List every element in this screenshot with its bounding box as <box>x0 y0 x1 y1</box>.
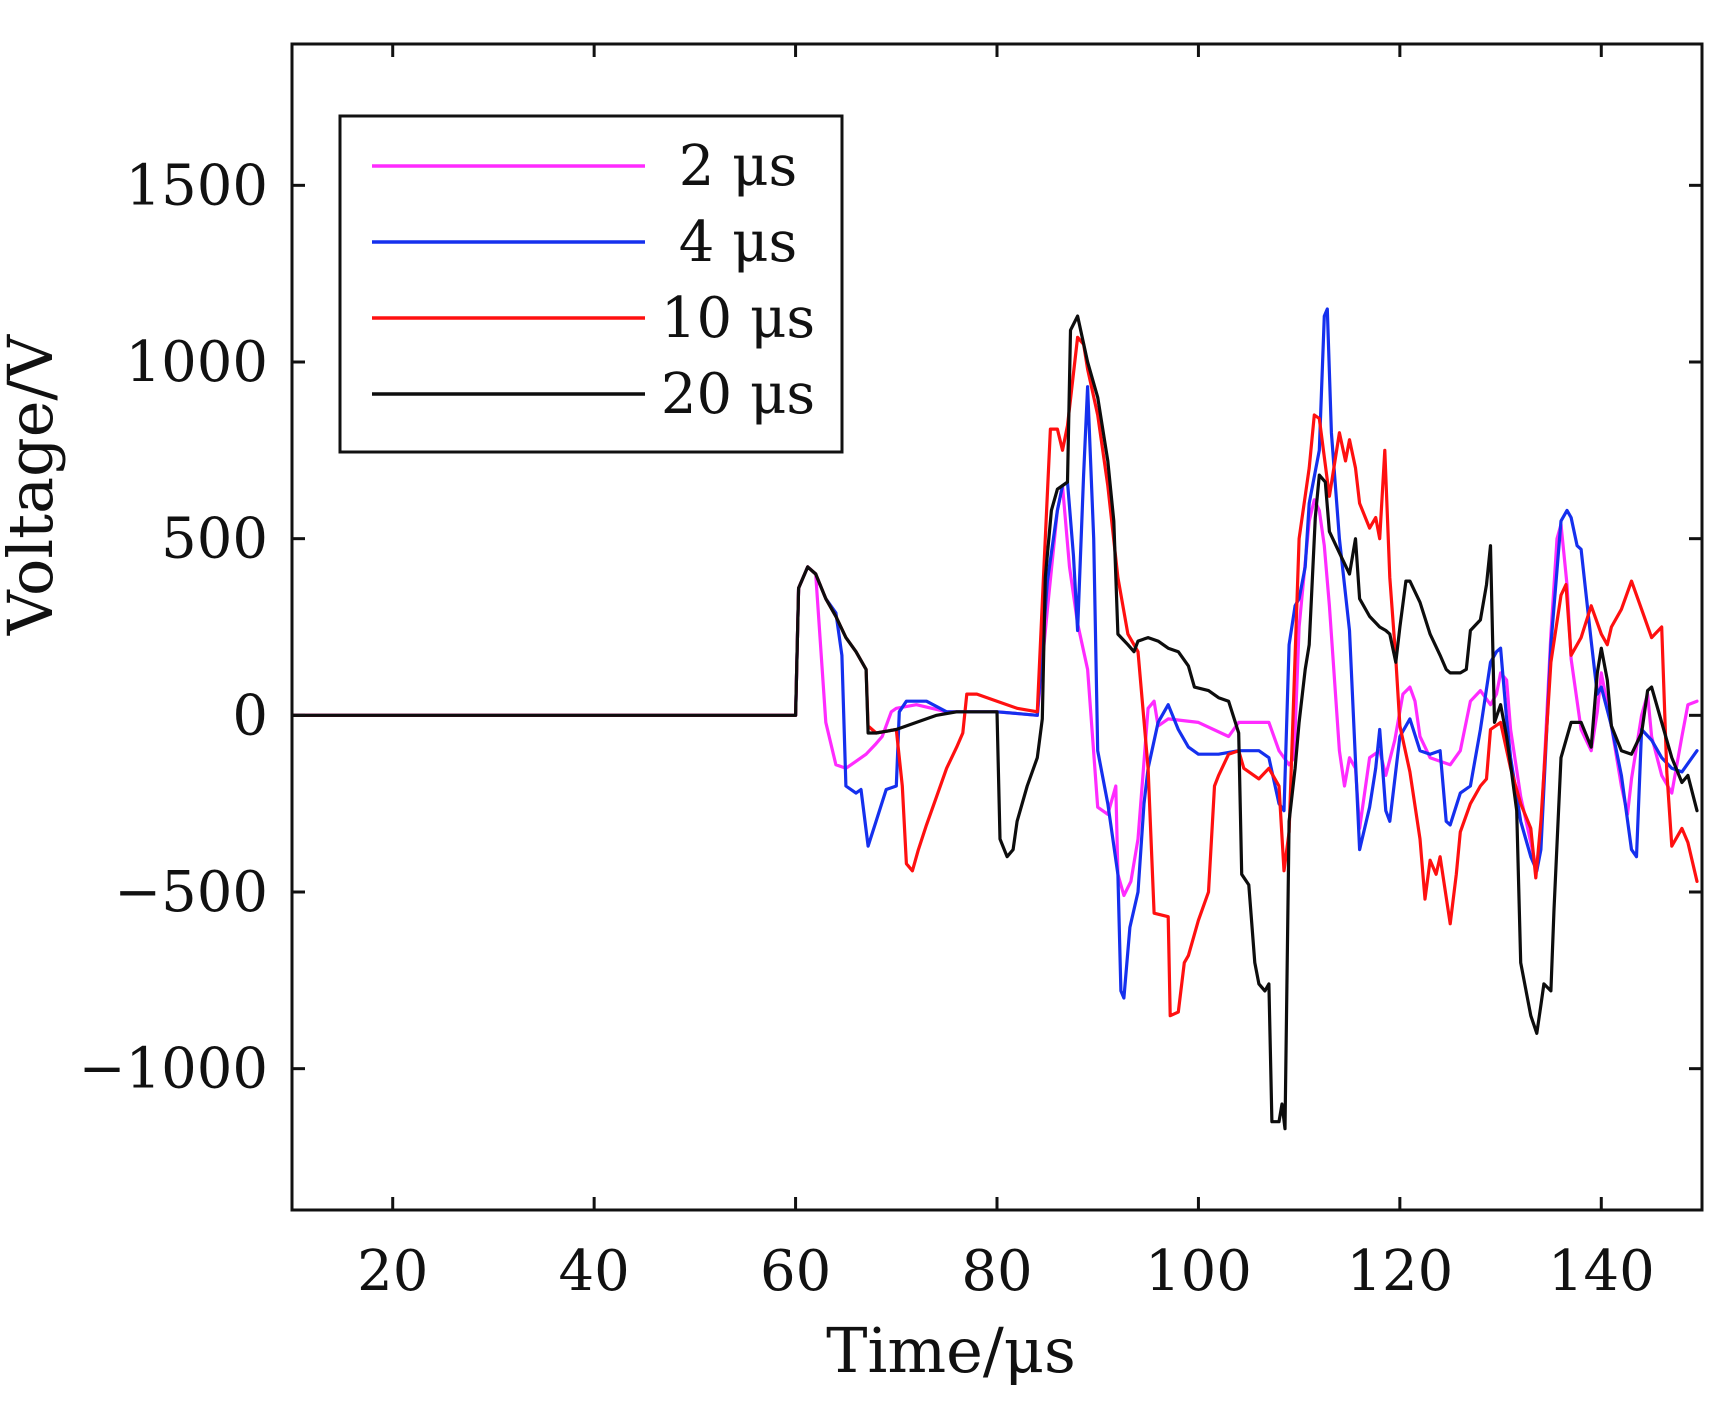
y-tick-label: 500 <box>161 507 268 572</box>
y-tick-label: 1500 <box>125 153 268 218</box>
y-tick-label: 1000 <box>125 330 268 395</box>
y-tick-label: −1000 <box>79 1037 268 1102</box>
legend-label-1: 2 μs <box>679 134 798 199</box>
series-line-4 <box>292 314 1699 1131</box>
legend-label-4: 20 μs <box>661 362 815 427</box>
x-tick-label: 80 <box>961 1239 1032 1304</box>
tick-layer: 20 40 60 80 100 120 140 1500 1000 500 0 −500 −1000 <box>79 44 1702 1304</box>
y-tick-label: 0 <box>232 683 268 748</box>
x-tick-label: 120 <box>1346 1239 1453 1304</box>
y-axis-title: Voltage/V <box>0 334 67 636</box>
x-tick-label: 40 <box>559 1239 630 1304</box>
x-axis-title: Time/μs <box>826 1314 1076 1387</box>
x-tick-label: 100 <box>1145 1239 1252 1304</box>
x-tick-label: 20 <box>357 1239 428 1304</box>
series-layer <box>292 307 1699 1131</box>
series-line-3 <box>292 335 1699 1018</box>
legend-label-3: 10 μs <box>661 286 815 351</box>
legend-box <box>338 114 844 454</box>
legend: 2 μs 4 μs 10 μs 20 μs <box>338 114 844 454</box>
y-tick-label: −500 <box>114 860 268 925</box>
legend-label-2: 4 μs <box>679 210 798 275</box>
x-tick-label: 140 <box>1548 1239 1655 1304</box>
x-tick-label: 60 <box>760 1239 831 1304</box>
series-line-2 <box>292 307 1699 1000</box>
